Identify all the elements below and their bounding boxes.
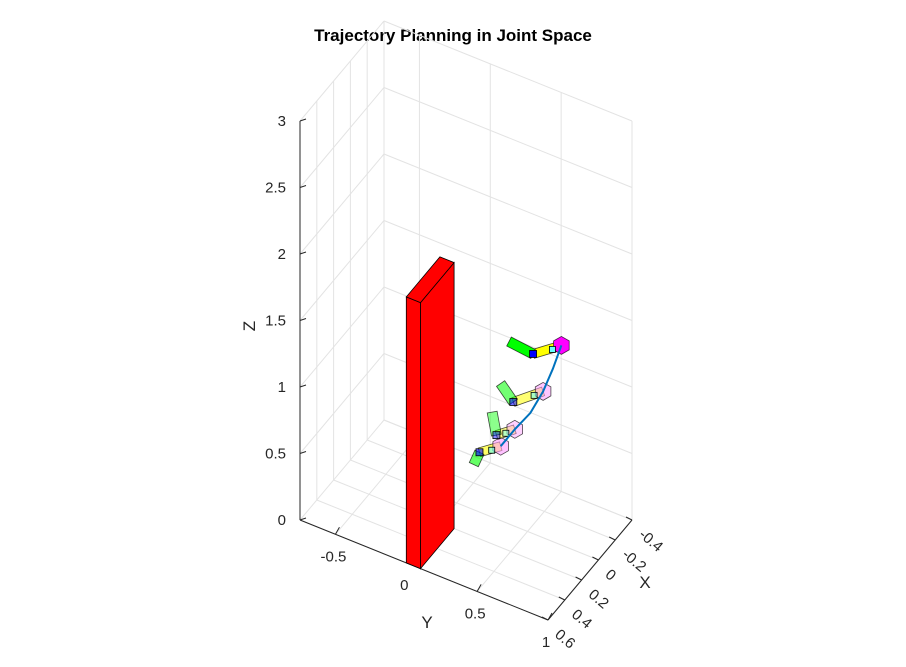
y-tick-label: -0.5 [320,548,346,565]
z-tick-label: 2 [278,246,286,263]
grid-line [383,87,633,188]
z-tick [299,318,307,321]
z-tick-label: 0.5 [265,446,286,463]
z-tick [299,185,307,188]
x-tick-label: -0.2 [619,546,650,576]
robot-wrist-joint [502,429,510,437]
grid-line [299,419,385,521]
z-tick [299,517,307,521]
grid-line [299,220,385,321]
grid-line [299,20,385,122]
y-tick-label: 1 [542,634,550,651]
x-tick [608,536,616,541]
robot-elbow-joint [492,431,501,440]
robot-wrist-joint [530,391,538,399]
grid-line [333,479,582,581]
grid-line [316,499,565,601]
x-axis-label: X [639,573,650,592]
z-tick [299,251,307,255]
grid-line [299,353,385,454]
z-tick [299,384,307,388]
grid-line [383,220,633,321]
grid-line [476,491,562,592]
z-tick [299,118,307,122]
y-axis-label: Y [421,613,432,632]
grid-line [299,153,385,255]
y-axis-line [299,519,549,621]
z-tick [299,451,307,454]
y-tick-label: 0 [400,577,408,594]
robot-elbow-joint [475,448,484,457]
z-tick-label: 2.5 [265,180,286,197]
grid-line [335,433,420,535]
z-tick-label: 3 [278,113,286,130]
axes-layer [299,118,633,621]
grid-line [383,20,633,122]
x-tick-label: -0.4 [635,526,666,556]
z-tick-label: 0 [278,512,286,529]
z-tick-label: 1.5 [265,313,286,330]
x-tick-label: 0.4 [568,606,595,632]
y-tick-label: 0.5 [465,605,486,622]
x-tick [558,596,566,601]
y-tick [476,584,482,592]
obstacle-face-side [420,261,455,570]
objects-layer [405,256,570,570]
x-tick-label: 0.6 [551,626,578,652]
x-axis-line [547,519,633,621]
x-tick-label: 0.2 [585,586,612,612]
z-axis-label: Z [240,321,259,331]
robot-link-2 [486,410,502,437]
x-tick [625,516,633,521]
x-tick-label: 0 [602,566,619,584]
grid-line [350,459,599,561]
y-tick [334,527,340,535]
grid-line [383,153,633,255]
trajectory-line [499,345,563,447]
grid-line [299,87,385,188]
obstacle-face-front [405,296,421,570]
x-tick [541,616,549,621]
x-tick [592,556,599,561]
z-tick-label: 1 [278,379,286,396]
robot-wrist-joint [549,346,556,353]
x-tick [575,576,582,581]
robot-elbow-joint [509,398,518,406]
robot-link-1 [494,424,517,440]
robot-elbow-joint [529,350,537,358]
grid-line [299,286,385,388]
obstacle-face-top [405,256,455,304]
grid-line [367,439,616,541]
grid-layer [299,20,633,621]
robot-wrist-joint [488,446,496,454]
y-tick [547,612,553,621]
